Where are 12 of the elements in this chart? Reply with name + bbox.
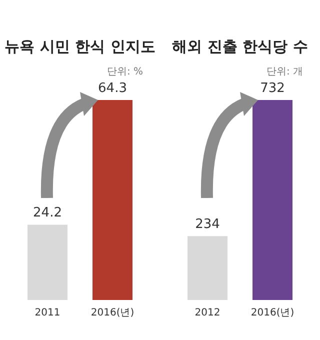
x-tick-label: 2016(년) bbox=[90, 308, 134, 318]
data-label: 24.2 bbox=[33, 206, 62, 221]
chart-subtitle: 단위: % bbox=[106, 66, 144, 78]
chart-title: 뉴욕 시민 한식 인지도 bbox=[4, 38, 156, 56]
data-label: 64.3 bbox=[98, 81, 127, 96]
x-tick-label: 2016(년) bbox=[250, 308, 294, 318]
x-tick-label: 2011 bbox=[34, 308, 60, 318]
data-label: 234 bbox=[195, 217, 220, 232]
chart-subtitle: 단위: 개 bbox=[266, 66, 304, 78]
chart-title: 해외 진출 한식당 수 bbox=[172, 38, 308, 56]
x-tick-label: 2012 bbox=[194, 308, 220, 318]
data-label: 732 bbox=[260, 81, 285, 96]
